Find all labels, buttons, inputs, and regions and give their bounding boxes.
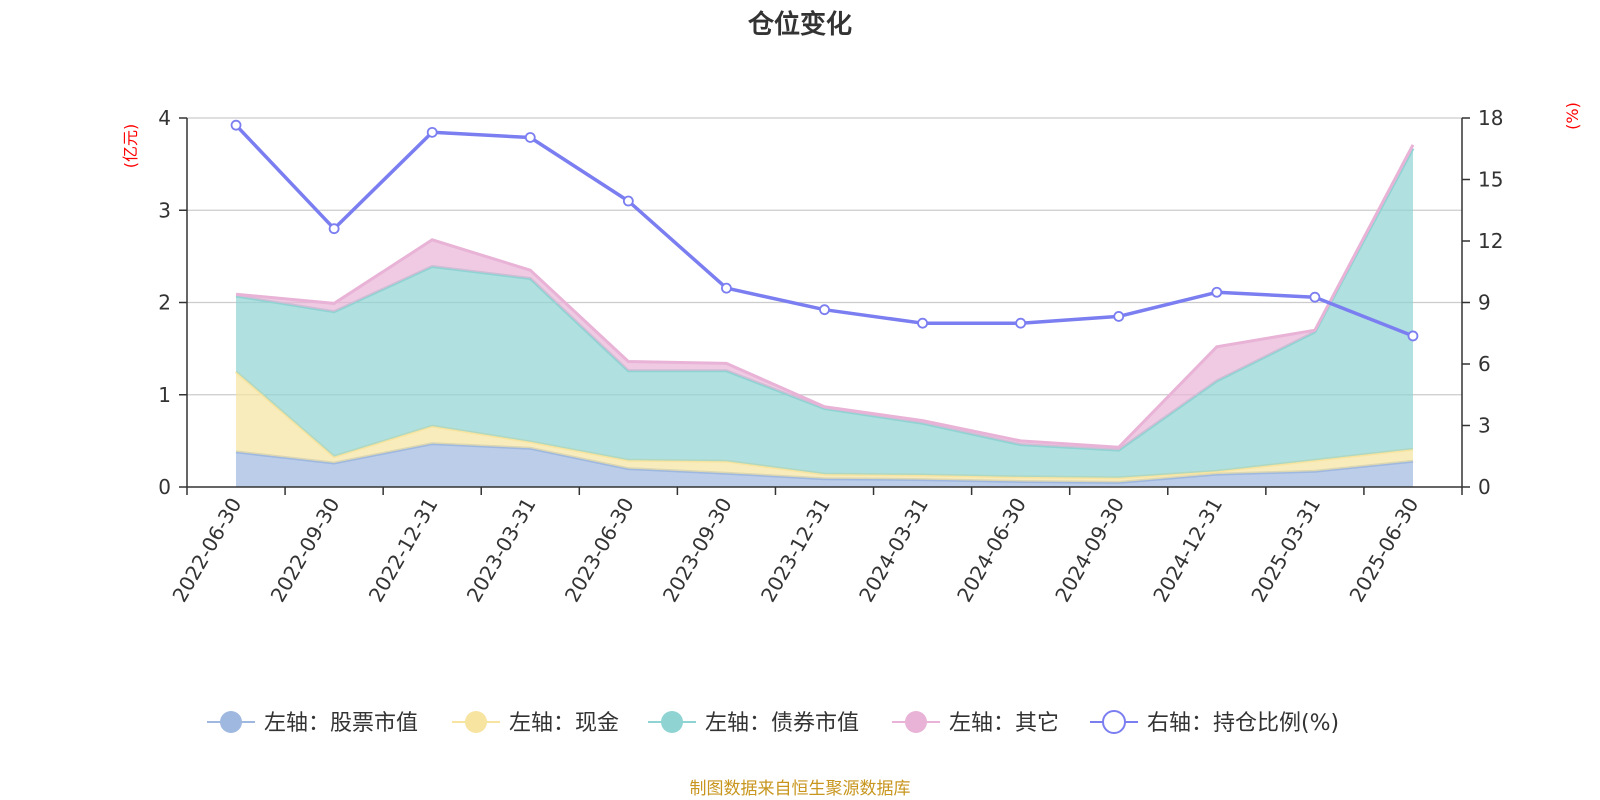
x-axis-label: 2023-12-31 <box>756 494 835 607</box>
area-fill-series-0 <box>236 443 1413 487</box>
holding-ratio-point <box>1015 317 1027 329</box>
left-axis-tick-label: 4 <box>158 106 171 130</box>
legend-label: 左轴：现金 <box>509 711 619 736</box>
area-fill-series-1 <box>236 371 1413 483</box>
holding-ratio-point <box>917 317 928 329</box>
data-source-note: 制图数据来自恒生聚源数据库 <box>690 779 911 799</box>
x-axis-label: 2022-12-31 <box>364 494 443 607</box>
legend-filled-circle-icon <box>905 711 927 733</box>
x-axis-label: 2023-06-30 <box>560 494 639 607</box>
holding-ratio-point <box>328 223 340 235</box>
holding-ratio-point <box>1407 330 1419 342</box>
x-axis-label: 2022-09-30 <box>266 494 345 607</box>
legend-label: 左轴：股票市值 <box>264 711 418 736</box>
area-edge-series-3 <box>235 144 1415 449</box>
line-series <box>230 119 1419 342</box>
left-axis-tick-label: 3 <box>158 198 171 222</box>
holding-ratio-point <box>426 126 438 138</box>
legend-label: 左轴：其它 <box>949 711 1059 736</box>
right-axis-tick-label: 0 <box>1478 475 1491 499</box>
x-axis-label: 2023-09-30 <box>658 494 737 607</box>
x-axis-label: 2023-03-31 <box>462 494 541 607</box>
legend-item[interactable]: 左轴：债券市值 <box>648 711 859 736</box>
area-fill-series-2 <box>236 148 1413 478</box>
left-axis-tick-label: 2 <box>158 291 171 315</box>
legend-item[interactable]: 右轴：持仓比例(%) <box>1090 710 1339 736</box>
holding-ratio-point <box>1113 311 1125 322</box>
right-axis-unit: (%) <box>1563 102 1582 130</box>
right-axis-tick-label: 6 <box>1478 352 1491 376</box>
x-axis-label: 2025-06-30 <box>1344 494 1423 607</box>
legend-label: 左轴：债券市值 <box>705 711 859 736</box>
legend-item[interactable]: 左轴：现金 <box>452 711 619 736</box>
legend-label: 右轴：持仓比例(%) <box>1147 711 1339 736</box>
holding-ratio-point <box>1211 286 1223 298</box>
x-axis-label: 2025-03-31 <box>1246 494 1325 607</box>
x-axis-label: 2022-06-30 <box>167 494 246 607</box>
right-axis-tick-label: 9 <box>1478 291 1491 315</box>
legend-filled-circle-icon <box>465 711 487 733</box>
left-axis-tick-label: 1 <box>158 383 171 407</box>
x-axis-label: 2024-06-30 <box>952 494 1031 607</box>
right-axis-tick-label: 12 <box>1478 229 1503 253</box>
holding-ratio-point <box>230 119 242 131</box>
x-axis-label: 2024-09-30 <box>1050 494 1129 607</box>
chart-title: 仓位变化 <box>747 9 852 40</box>
right-axis-tick-label: 18 <box>1478 106 1503 130</box>
right-axis-tick-label: 3 <box>1478 414 1491 438</box>
holding-ratio-point <box>622 195 634 207</box>
holding-ratio-point <box>1309 291 1321 303</box>
left-axis-unit: (亿元) <box>121 124 140 169</box>
legend-item[interactable]: 左轴：其它 <box>892 711 1059 736</box>
left-axis-tick-label: 0 <box>158 475 171 499</box>
holding-ratio-point <box>721 282 732 294</box>
right-axis-tick-label: 15 <box>1478 168 1503 192</box>
legend[interactable]: 左轴：股票市值 左轴：现金 左轴：债券市值 左轴：其它 右轴：持仓比例(%) <box>207 710 1339 736</box>
x-axis-label: 2024-12-31 <box>1148 494 1227 607</box>
x-axis-label: 2024-03-31 <box>854 494 933 607</box>
holding-ratio-point <box>819 304 830 316</box>
holding-ratio-point <box>524 132 536 143</box>
area-series <box>235 144 1415 487</box>
legend-hollow-circle-icon <box>1102 710 1126 734</box>
legend-filled-circle-icon <box>220 711 242 733</box>
legend-filled-circle-icon <box>661 711 683 733</box>
legend-item[interactable]: 左轴：股票市值 <box>207 711 418 736</box>
